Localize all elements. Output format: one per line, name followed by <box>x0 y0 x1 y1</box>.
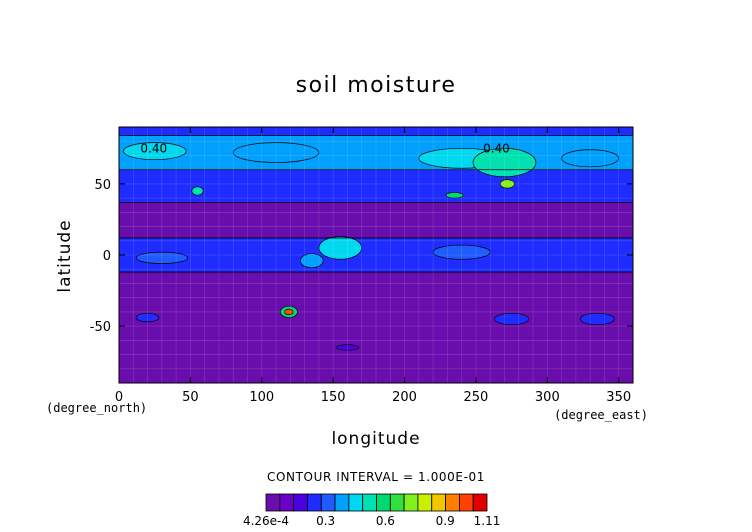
moisture-band-4 <box>119 237 633 273</box>
y-tick-label: -50 <box>90 320 111 335</box>
colorbar-swatch <box>472 493 488 512</box>
moisture-region-10 <box>135 251 188 264</box>
x-tick-label: 100 <box>249 390 274 405</box>
colorbar-swatch <box>293 493 308 512</box>
y-axis-label: latitude <box>55 219 75 292</box>
moisture-region-17 <box>335 344 360 351</box>
moisture-region-8 <box>318 236 363 260</box>
x-axis-units: (degree_east) <box>554 408 648 422</box>
colorbar-label: 1.11 <box>474 514 501 528</box>
moisture-region-14 <box>494 312 530 326</box>
x-tick-label: 350 <box>606 390 631 405</box>
moisture-region-11 <box>432 244 491 260</box>
x-tick-label: 200 <box>392 390 417 405</box>
moisture-region-4 <box>499 179 515 189</box>
colorbar-swatch <box>403 493 419 512</box>
colorbar-label: 0.3 <box>316 514 335 528</box>
contour-label-1: 0.40 <box>483 142 510 156</box>
colorbar-swatch <box>445 493 460 512</box>
moisture-region-1 <box>232 142 320 163</box>
moisture-region-6 <box>191 186 204 196</box>
colorbar-label: 0.9 <box>436 514 455 528</box>
colorbar-swatch <box>362 493 377 512</box>
plot-area <box>119 127 633 383</box>
moisture-region-5 <box>445 192 464 199</box>
colorbar-swatch <box>389 493 405 512</box>
contour-labels: 0.40 0.40 <box>140 142 509 156</box>
colorbar-swatch <box>417 493 433 512</box>
colorbar-swatch <box>458 493 474 512</box>
colorbar-swatch <box>307 493 322 512</box>
x-axis-label: longitude <box>331 429 420 449</box>
moisture-region-15 <box>135 312 160 323</box>
colorbar <box>265 493 488 512</box>
x-tick-label: 50 <box>182 390 199 405</box>
colorbar-swatch <box>279 493 295 512</box>
y-axis-units: (degree_north) <box>46 401 147 415</box>
colorbar-label: 4.26e-4 <box>243 514 289 528</box>
colorbar-swatch <box>265 493 281 512</box>
colorbar-swatch <box>334 493 350 512</box>
contour-label-0: 0.40 <box>140 142 167 156</box>
y-axis-ticks: -50 0 50 <box>90 178 633 335</box>
colorbar-swatch <box>376 493 391 512</box>
chart-title: soil moisture <box>296 73 457 98</box>
moisture-band-0 <box>119 127 633 136</box>
colorbar-swatch <box>320 493 336 512</box>
x-tick-label: 300 <box>535 390 560 405</box>
moisture-region-7 <box>561 149 620 168</box>
moisture-region-9 <box>299 253 324 269</box>
x-tick-label: 150 <box>321 390 346 405</box>
moisture-region-16 <box>579 312 615 326</box>
colorbar-swatch <box>348 493 364 512</box>
colorbar-swatch <box>431 493 446 512</box>
y-tick-label: 50 <box>94 178 111 193</box>
contour-interval-text: CONTOUR INTERVAL = 1.000E-01 <box>267 470 485 484</box>
x-tick-label: 250 <box>464 390 489 405</box>
moisture-band-2 <box>119 169 633 203</box>
y-tick-label: 0 <box>103 249 111 264</box>
moisture-band-1 <box>119 135 633 170</box>
moisture-band-3 <box>119 202 633 238</box>
moisture-band-5 <box>119 272 633 383</box>
x-axis-ticks: 0 50 100 150 200 250 300 350 <box>115 127 631 405</box>
moisture-region-0 <box>122 142 187 161</box>
colorbar-labels: 4.26e-4 0.3 0.6 0.9 1.11 <box>243 514 500 528</box>
moisture-region-13 <box>284 308 294 316</box>
colorbar-label: 0.6 <box>376 514 395 528</box>
x-tick-label: 0 <box>115 390 123 405</box>
